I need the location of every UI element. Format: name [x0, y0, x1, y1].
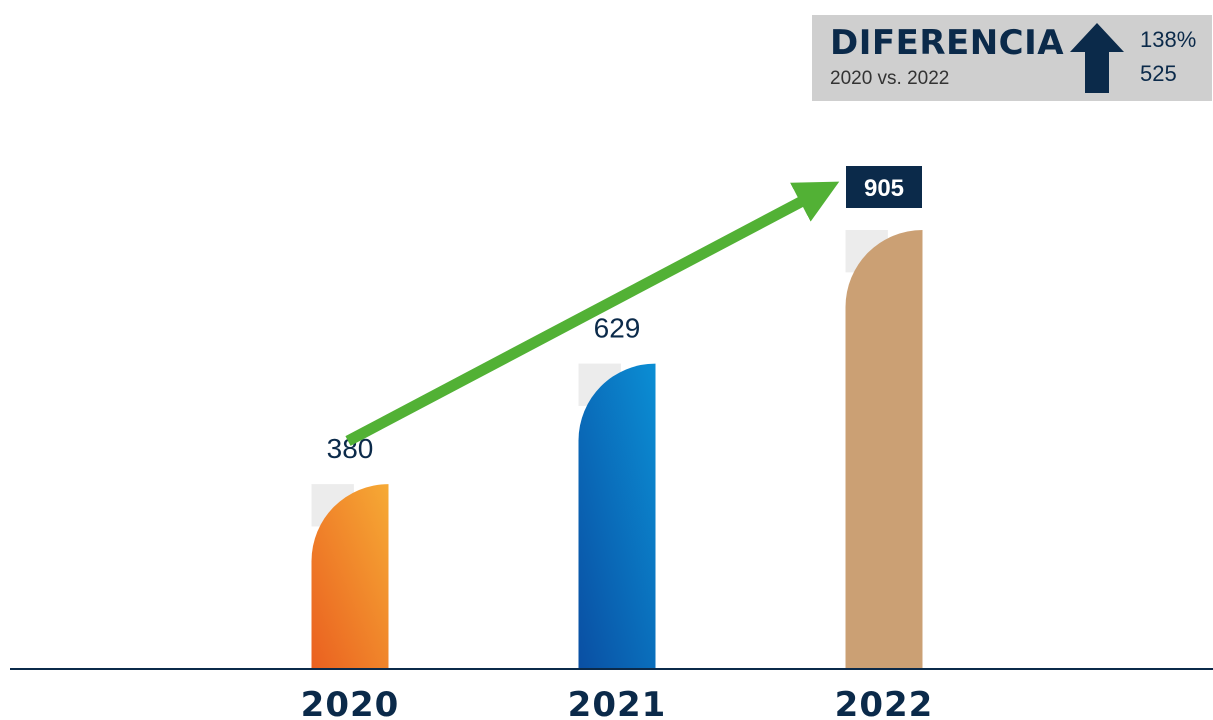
category-label-2022: 2022: [835, 685, 934, 720]
category-label-2020: 2020: [301, 685, 400, 720]
difference-percent: 138%: [1140, 27, 1197, 52]
up-arrow-icon: [1070, 23, 1124, 93]
difference-absolute: 525: [1140, 61, 1177, 86]
difference-title: DIFERENCIA: [830, 23, 1065, 63]
value-label-bg: [846, 166, 922, 208]
category-label-2021: 2021: [568, 685, 667, 720]
value-label-2022: 905: [864, 175, 904, 202]
bar-2021: [578, 363, 656, 668]
difference-panel: DIFERENCIA 2020 vs. 2022 138% 525: [812, 15, 1212, 101]
value-label-2021: 629: [594, 313, 641, 344]
difference-subtitle: 2020 vs. 2022: [830, 68, 950, 89]
bar-2022: [845, 230, 923, 668]
bar-2020: [311, 484, 389, 668]
trend-arrow: [345, 181, 840, 446]
